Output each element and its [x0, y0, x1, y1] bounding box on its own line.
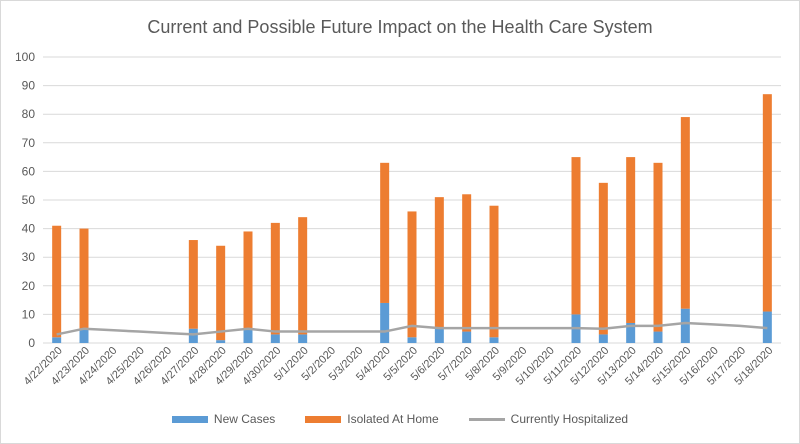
legend-label-currently-hospitalized: Currently Hospitalized — [510, 412, 629, 426]
y-tick-label: 100 — [15, 50, 35, 64]
bar-new-cases-7 — [243, 328, 253, 343]
bars — [52, 94, 772, 343]
bar-isolated-at-home-15 — [462, 194, 472, 332]
legend-item-new-cases: New Cases — [171, 412, 276, 426]
bar-new-cases-23 — [680, 308, 690, 343]
bar-isolated-at-home-8 — [270, 222, 280, 335]
bar-isolated-at-home-0 — [52, 225, 62, 338]
bar-isolated-at-home-9 — [298, 217, 308, 335]
legend-swatch-currently-hospitalized — [468, 417, 505, 421]
bar-isolated-at-home-7 — [243, 231, 253, 329]
y-tick-label: 60 — [22, 164, 36, 178]
x-axis-ticks: 4/22/20204/23/20204/24/20204/25/20204/26… — [22, 345, 776, 388]
bar-isolated-at-home-5 — [188, 240, 198, 329]
bar-new-cases-22 — [653, 331, 663, 343]
legend-swatch-isolated-at-home — [305, 415, 342, 423]
y-axis-ticks: 0 10 20 30 40 50 60 70 80 90 100 — [15, 50, 35, 350]
bar-isolated-at-home-21 — [626, 157, 636, 323]
bar-new-cases-20 — [598, 334, 608, 343]
legend-item-isolated-at-home: Isolated At Home — [305, 412, 439, 426]
bar-isolated-at-home-1 — [79, 228, 89, 329]
line-currently-hospitalized — [56, 321, 768, 336]
y-tick-label: 80 — [22, 107, 36, 121]
bar-isolated-at-home-6 — [216, 245, 226, 341]
y-tick-label: 20 — [22, 279, 36, 293]
bar-new-cases-21 — [626, 322, 636, 343]
legend-item-currently-hospitalized: Currently Hospitalized — [468, 412, 629, 426]
bar-new-cases-8 — [270, 334, 280, 343]
y-tick-label: 30 — [22, 250, 36, 264]
bar-isolated-at-home-16 — [489, 205, 499, 338]
bar-new-cases-12 — [380, 302, 390, 343]
bar-new-cases-16 — [489, 337, 499, 343]
bar-new-cases-15 — [462, 331, 472, 343]
bar-new-cases-5 — [188, 328, 198, 343]
bar-new-cases-1 — [79, 328, 89, 343]
bar-isolated-at-home-12 — [380, 162, 390, 303]
chart-title: Current and Possible Future Impact on th… — [147, 17, 653, 37]
bar-new-cases-13 — [407, 337, 417, 343]
bar-isolated-at-home-23 — [680, 117, 690, 309]
bar-new-cases-6 — [216, 340, 226, 343]
y-tick-label: 70 — [22, 136, 36, 150]
y-tick-label: 0 — [28, 336, 35, 350]
bar-isolated-at-home-22 — [653, 162, 663, 332]
y-tick-label: 10 — [22, 307, 36, 321]
y-tick-label: 50 — [22, 193, 36, 207]
bar-isolated-at-home-26 — [762, 94, 772, 312]
y-tick-label: 90 — [22, 79, 36, 93]
bar-new-cases-0 — [52, 337, 62, 343]
legend: New Cases Isolated At Home Currently Hos… — [1, 412, 799, 426]
bar-new-cases-9 — [298, 334, 308, 343]
bar-new-cases-14 — [434, 328, 444, 343]
bar-isolated-at-home-20 — [598, 182, 608, 335]
hospitalized-line — [56, 321, 768, 336]
bar-isolated-at-home-14 — [434, 197, 444, 329]
bar-isolated-at-home-19 — [571, 157, 581, 315]
legend-label-isolated-at-home: Isolated At Home — [347, 412, 439, 426]
bar-isolated-at-home-13 — [407, 211, 417, 338]
y-tick-label: 40 — [22, 222, 36, 236]
legend-swatch-new-cases — [171, 415, 208, 423]
legend-label-new-cases: New Cases — [213, 412, 276, 426]
